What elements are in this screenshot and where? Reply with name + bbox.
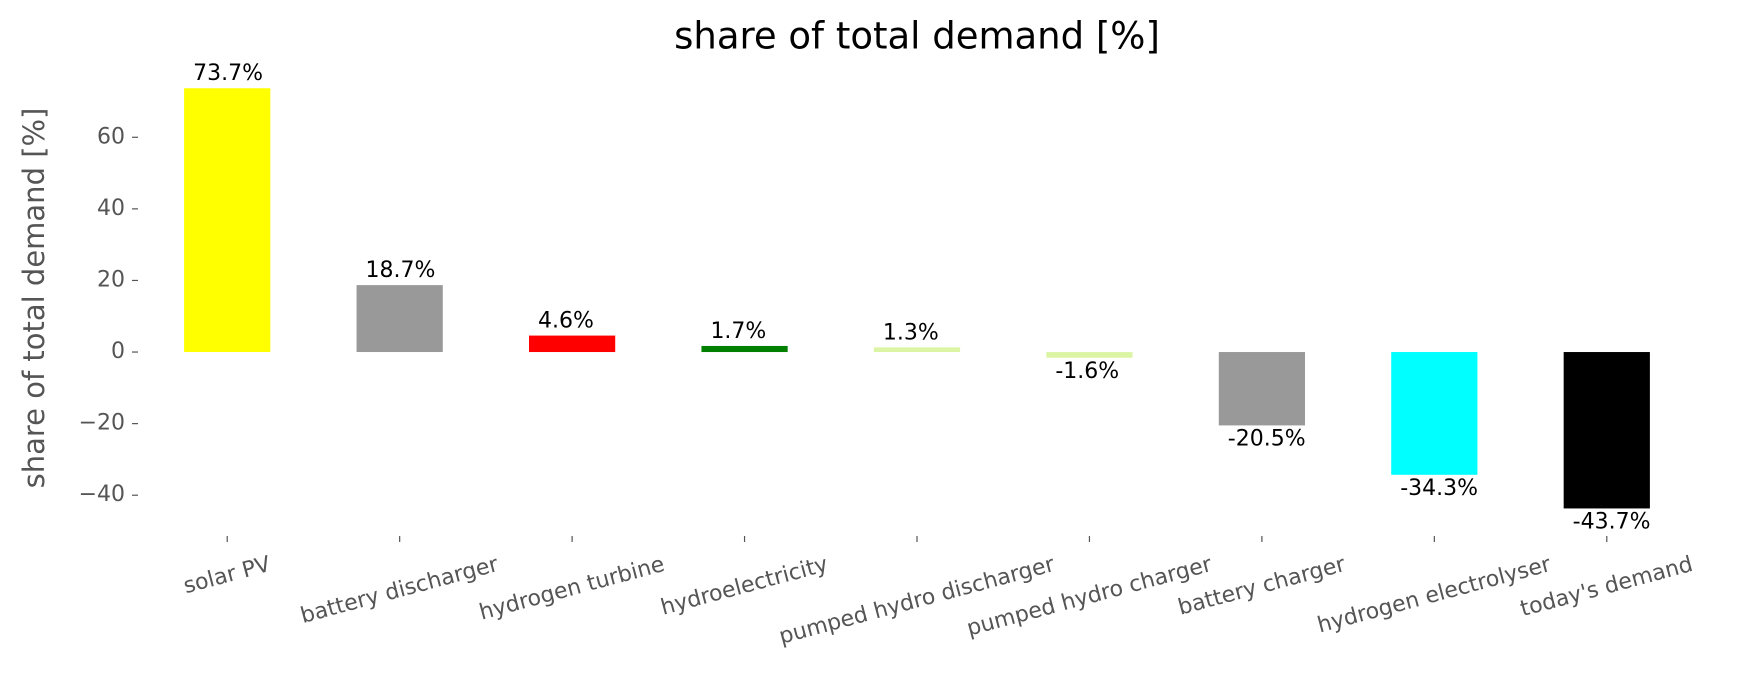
bar xyxy=(701,345,788,353)
bar xyxy=(184,88,271,353)
y-tick-label: −40 xyxy=(79,482,125,507)
bar xyxy=(1391,352,1478,475)
y-tick-label: −20 xyxy=(79,411,125,436)
value-label: 1.3% xyxy=(883,320,939,345)
bar xyxy=(1563,352,1650,509)
x-tick-label: solar PV xyxy=(181,552,273,599)
y-tick-label: 0 xyxy=(111,339,125,364)
x-tick-label: battery discharger xyxy=(298,552,502,629)
chart-title: share of total demand [%] xyxy=(674,15,1160,58)
x-tick-label: hydrogen turbine xyxy=(477,552,668,625)
y-axis-label: share of total demand [%] xyxy=(17,108,51,489)
value-label: 18.7% xyxy=(366,258,436,283)
value-label: -1.6% xyxy=(1055,359,1119,384)
value-label: -20.5% xyxy=(1228,426,1306,451)
x-tick-label: hydroelectricity xyxy=(658,552,830,621)
value-label: -34.3% xyxy=(1400,476,1478,501)
y-tick-label: 40 xyxy=(97,196,125,221)
value-label: 1.7% xyxy=(710,319,766,344)
y-tick-label: 20 xyxy=(97,267,125,292)
value-label: 73.7% xyxy=(193,61,263,86)
bar xyxy=(529,335,616,353)
value-label: 4.6% xyxy=(538,309,594,334)
bar xyxy=(1046,352,1133,358)
x-tick-label: hydrogen electrolyser xyxy=(1315,552,1555,639)
bar xyxy=(1218,352,1305,426)
y-tick-label: 60 xyxy=(97,124,125,149)
bar xyxy=(356,285,443,353)
value-label: -43.7% xyxy=(1573,509,1651,534)
bar xyxy=(873,347,961,353)
